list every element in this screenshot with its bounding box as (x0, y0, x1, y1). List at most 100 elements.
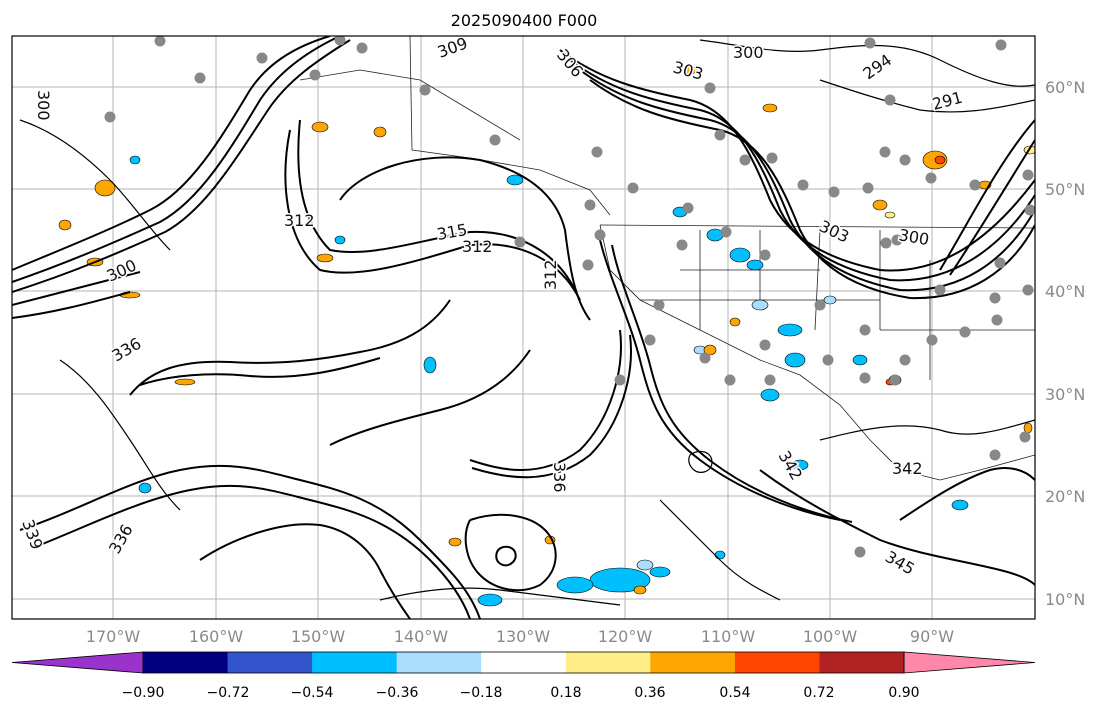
shaded-region (138, 482, 152, 494)
station-dot (859, 324, 871, 336)
contour-label: 300 (733, 43, 764, 62)
station-dot (884, 94, 896, 106)
colorbar-segment (650, 652, 736, 673)
lon-label: 170°W (86, 627, 141, 646)
station-dot (854, 546, 866, 558)
colorbar-tick-label: −0.18 (460, 685, 503, 701)
map-area: 300 300 303 306 309 294 291 312 312 312 … (11, 35, 1036, 620)
station-dot (891, 234, 903, 246)
station-dot (194, 72, 206, 84)
station-dot (724, 374, 736, 386)
colorbar-segment (227, 652, 313, 673)
longitude-tick-labels: 170°W 160°W 150°W 140°W 130°W 120°W 110°… (86, 627, 954, 646)
colorbar-tick-label: 0.18 (550, 685, 581, 701)
station-dot (489, 134, 501, 146)
colorbar-segment (312, 652, 398, 673)
shaded-region (706, 228, 724, 242)
station-dot (880, 237, 892, 249)
station-dot (676, 239, 688, 251)
colorbar-tick-labels: −0.90 −0.72 −0.54 −0.36 −0.18 0.18 0.36 … (122, 685, 920, 701)
station-dot (582, 259, 594, 271)
lat-label: 20°N (1045, 487, 1085, 506)
station-dot (419, 84, 431, 96)
lon-label: 130°W (496, 627, 551, 646)
shaded-region (760, 388, 780, 402)
contour-label: 312 (541, 259, 560, 290)
shaded-region (556, 576, 594, 594)
station-dot (644, 334, 656, 346)
colorbar-tick-label: 0.54 (719, 685, 750, 701)
station-dot (584, 199, 596, 211)
station-dot (594, 229, 606, 241)
station-dot (759, 339, 771, 351)
shaded-region (951, 499, 969, 511)
shaded-region (316, 253, 334, 263)
shaded-region (448, 537, 462, 547)
lat-label: 40°N (1045, 282, 1085, 301)
colorbar-segment (565, 652, 651, 673)
station-dot (104, 111, 116, 123)
station-dot (699, 352, 711, 364)
contour-label: 336 (550, 462, 569, 493)
lon-label: 160°W (189, 627, 244, 646)
station-dot (994, 257, 1006, 269)
shaded-region (872, 199, 888, 211)
station-dot (1022, 284, 1034, 296)
station-dot (899, 354, 911, 366)
shaded-region (729, 317, 741, 327)
shaded-region (311, 121, 329, 133)
station-dot (739, 154, 751, 166)
station-dot (889, 374, 901, 386)
station-dot (714, 129, 726, 141)
shaded-region (791, 459, 809, 471)
station-dot (926, 334, 938, 346)
contour-label: 312 (284, 211, 315, 230)
station-dot (864, 37, 876, 49)
shaded-region (58, 219, 72, 231)
station-dot (879, 146, 891, 158)
map-title: 2025090400 F000 (451, 11, 598, 30)
colorbar-extend-high (903, 651, 1036, 674)
shaded-region (884, 211, 896, 219)
lat-label: 30°N (1045, 385, 1085, 404)
shaded-region (636, 559, 654, 571)
lon-label: 140°W (394, 627, 449, 646)
lon-label: 120°W (598, 627, 653, 646)
shaded-region (751, 299, 769, 311)
shaded-region (94, 179, 116, 197)
map-frame (11, 35, 1036, 620)
colorbar-tick-label: 0.90 (888, 685, 919, 701)
station-dot (514, 236, 526, 248)
station-dot (991, 314, 1003, 326)
station-markers (104, 36, 1035, 558)
station-dot (309, 69, 321, 81)
shaded-region (703, 344, 717, 356)
station-dot (704, 82, 716, 94)
shaded-region (373, 126, 387, 138)
station-dot (822, 354, 834, 366)
station-dot (1019, 431, 1031, 443)
shaded-region (334, 235, 346, 245)
colorbar-tick-label: −0.90 (122, 685, 165, 701)
latitude-tick-labels: 60°N 50°N 40°N 30°N 20°N 10°N (1045, 78, 1085, 609)
station-dot (797, 179, 809, 191)
shaded-region (649, 566, 671, 578)
station-dot (934, 284, 946, 296)
station-dot (720, 226, 732, 238)
lat-label: 60°N (1045, 78, 1085, 97)
shaded-region (129, 155, 141, 165)
colorbar-segment (819, 652, 905, 673)
colorbar-tick-label: −0.72 (207, 685, 250, 701)
lon-label: 150°W (291, 627, 346, 646)
colorbar-tick-label: 0.36 (634, 685, 665, 701)
contour-label: 342 (892, 459, 923, 478)
station-dot (925, 172, 937, 184)
station-dot (627, 182, 639, 194)
shaded-region (506, 174, 524, 186)
shaded-region (683, 65, 697, 75)
colorbar-segment (143, 652, 229, 673)
shaded-region (729, 247, 751, 263)
colorbar-segment (734, 652, 821, 673)
lon-label: 90°W (910, 627, 954, 646)
station-dot (764, 374, 776, 386)
